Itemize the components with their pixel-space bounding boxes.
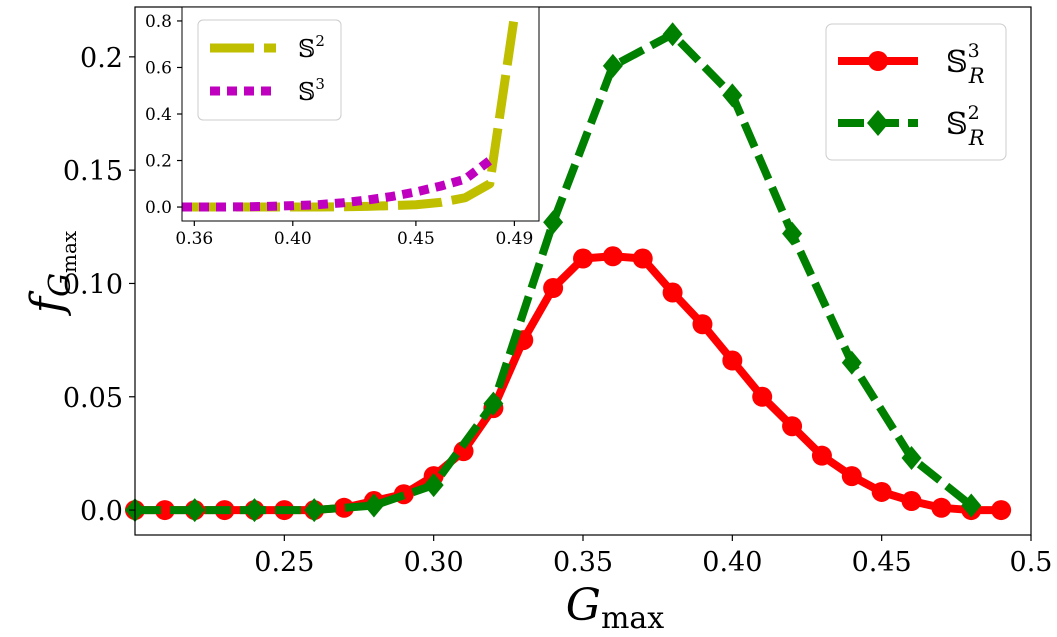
main-y-tick-label: 0.2	[80, 43, 123, 74]
main-x-axis-label: Gmax	[566, 580, 664, 636]
main-series-0-point	[811, 445, 832, 466]
inset-x-tick-label: 0.49	[495, 229, 533, 249]
main-series-0-point	[991, 500, 1012, 521]
legend-marker-sr2	[867, 110, 889, 136]
main-x-tick-label: 0.30	[404, 547, 464, 578]
legend-label-s3-letter: 𝕊	[298, 78, 315, 106]
main-series-1-point	[602, 53, 623, 78]
main-series-1-point	[782, 221, 803, 246]
main-series-group	[125, 22, 1012, 523]
legend-label-s2-superscript: 2	[315, 32, 325, 50]
inset-y-ticks: 0.0 0.2 0.4 0.6 0.8	[145, 12, 182, 218]
legend-label-sr3-letter: 𝕊	[946, 45, 968, 80]
legend-label-sr2: 𝕊2 R	[946, 102, 985, 150]
main-y-ticks: 0.0 0.05 0.10 0.15 0.2	[63, 43, 135, 527]
inset-series-line-0	[182, 15, 519, 212]
legend-label-s3: 𝕊3	[298, 75, 325, 106]
main-x-axis-label-symbol: G	[566, 580, 601, 631]
main-y-axis-label-subscript: G	[43, 273, 78, 297]
main-series-1-point	[363, 493, 384, 518]
main-x-tick-label: 0.45	[852, 547, 912, 578]
main-series-0-point	[154, 500, 175, 521]
main-series-0-point	[871, 481, 892, 502]
main-series-1-point	[483, 391, 504, 416]
main-series-0-point	[692, 314, 713, 335]
main-series-0-point	[841, 466, 862, 487]
main-series-1-point	[841, 350, 862, 375]
inset-x-tick-label: 0.40	[274, 229, 312, 249]
main-x-tick-label: 0.5	[1010, 547, 1053, 578]
main-y-tick-label: 0.10	[63, 269, 123, 300]
main-series-1-point	[184, 498, 205, 523]
legend-label-sr3: 𝕊3 R	[946, 40, 985, 88]
main-series-1-point	[961, 493, 982, 518]
legend-label-sr3-subscript: R	[968, 64, 985, 88]
main-y-tick-label: 0.15	[63, 156, 123, 187]
inset-x-ticks: 0.36 0.40 0.45 0.49	[175, 221, 533, 249]
main-y-axis-label-subsubscript: max	[57, 230, 81, 273]
main-series-0-point	[752, 386, 773, 407]
main-series-0-point	[573, 248, 593, 269]
main-series-1-point	[543, 210, 564, 235]
main-series-1-point	[304, 498, 325, 523]
inset-legend: 𝕊2 𝕊3	[197, 19, 342, 121]
legend-label-s3-superscript: 3	[315, 75, 325, 93]
main-y-tick-label: 0.05	[63, 383, 123, 414]
main-series-0-point	[901, 491, 922, 512]
main-legend: 𝕊3 R 𝕊2 R	[825, 23, 1007, 161]
legend-label-s2: 𝕊2	[298, 32, 325, 63]
main-series-1-point	[244, 498, 265, 523]
legend-label-s2-letter: 𝕊	[298, 35, 315, 63]
inset-y-tick-label: 0.2	[145, 152, 172, 172]
legend-label-sr2-superscript: 2	[968, 102, 980, 124]
main-series-1-point	[722, 83, 743, 108]
main-y-axis-label: fGmax	[22, 230, 81, 316]
main-series-0-point	[931, 497, 952, 518]
legend-label-sr2-letter: 𝕊	[946, 107, 968, 142]
main-series-0-point	[782, 416, 803, 437]
legend-label-sr2-subscript: R	[968, 126, 985, 150]
inset-x-tick-label: 0.36	[175, 229, 213, 249]
main-series-0-point	[632, 248, 653, 269]
inset-y-tick-label: 0.6	[145, 58, 172, 78]
main-series-0-point	[543, 277, 564, 298]
inset-series-line-1	[182, 156, 493, 212]
main-x-tick-label: 0.25	[254, 547, 314, 578]
main-series-0-point	[662, 282, 683, 303]
main-x-tick-label: 0.40	[702, 547, 762, 578]
inset-x-tick-label: 0.45	[397, 229, 435, 249]
main-x-ticks: 0.25 0.30 0.35 0.40 0.45 0.5	[254, 535, 1052, 578]
main-y-tick-label: 0.0	[80, 496, 123, 527]
inset-y-tick-label: 0.0	[145, 198, 172, 218]
inset-plot: 0.36 0.40 0.45 0.49 0.00.20.40.60.8 𝕊2 𝕊3	[145, 6, 540, 249]
main-x-axis-label-subscript: max	[601, 601, 664, 636]
legend-marker-sr3	[868, 51, 888, 71]
main-series-1-point	[662, 22, 683, 47]
main-series-1-point	[423, 473, 444, 498]
main-x-tick-label: 0.35	[553, 547, 613, 578]
inset-y-tick-label: 0.8	[145, 12, 172, 32]
main-series-0-point	[722, 350, 743, 371]
legend-label-sr3-superscript: 3	[968, 40, 980, 62]
main-series-0-point	[334, 497, 355, 518]
inset-y-tick-label: 0.4	[145, 105, 172, 125]
main-series-line-1	[135, 30, 974, 515]
inset-series-group	[182, 15, 519, 212]
main-series-1-point	[901, 445, 922, 470]
main-series-0-point	[602, 246, 623, 267]
